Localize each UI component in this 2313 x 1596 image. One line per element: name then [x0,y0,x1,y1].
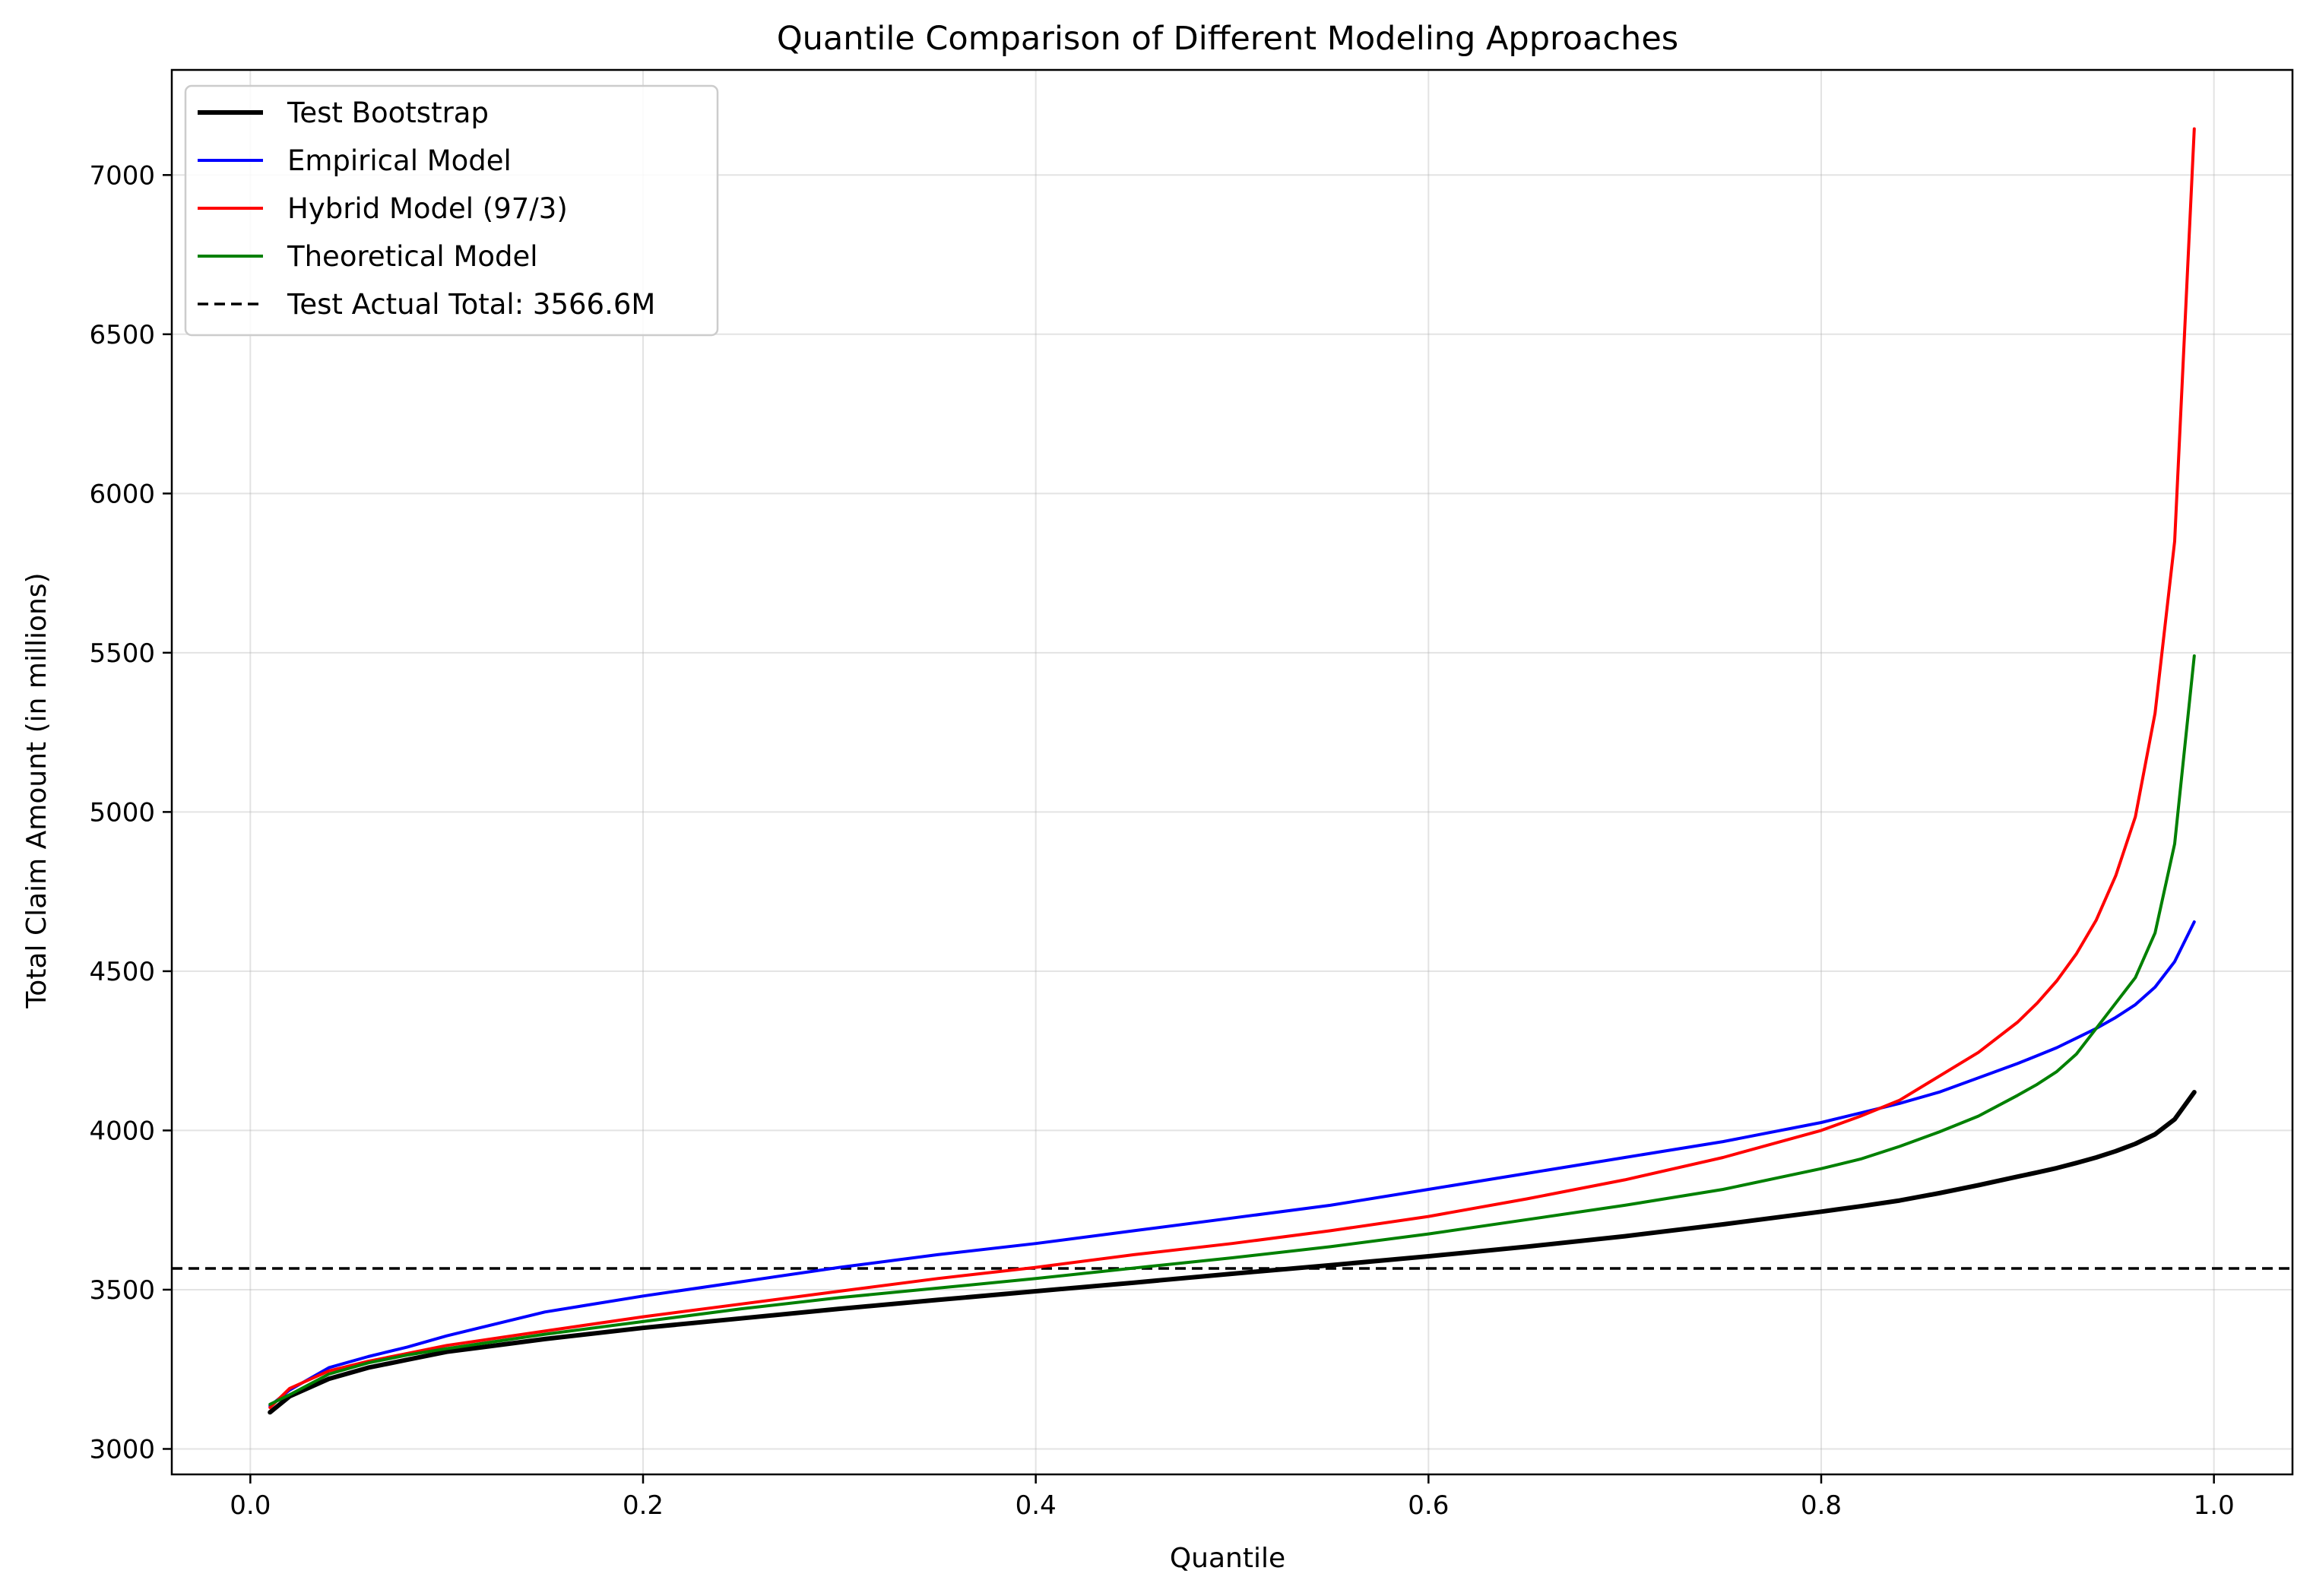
series-line-theoretical-model [268,654,2196,1406]
legend-label-empirical-model: Empirical Model [287,144,512,177]
x-axis-label: Quantile [1170,1543,1285,1574]
x-tick-label: 0.2 [623,1490,664,1521]
y-tick-label: 4500 [89,957,155,987]
legend-label-hybrid-model: Hybrid Model (97/3) [287,192,568,225]
y-tick-label: 7000 [89,160,155,191]
x-tick-label: 0.8 [1801,1490,1842,1521]
x-axis-ticks: 0.0 0.2 0.4 0.6 0.8 1.0 [230,1474,2235,1521]
y-tick-label: 5500 [89,638,155,669]
legend-label-test-bootstrap: Test Bootstrap [287,97,489,129]
legend-label-test-actual-total: Test Actual Total: 3566.6M [287,288,655,321]
y-tick-label: 6500 [89,320,155,350]
y-tick-label: 3000 [89,1434,155,1465]
y-axis-ticks: 3000 3500 4000 4500 5000 5500 6000 6500 7000 [89,160,172,1465]
y-tick-label: 3500 [89,1275,155,1306]
y-axis-label: Total Claim Amount (in millions) [21,572,52,1009]
legend-box [184,84,719,337]
x-tick-label: 0.4 [1016,1490,1057,1521]
x-tick-label: 0.6 [1408,1490,1449,1521]
series-layer [268,127,2197,1415]
y-tick-label: 5000 [89,797,155,828]
y-tick-label: 4000 [89,1116,155,1146]
grid [172,70,2292,1474]
series-line-hybrid-model-97-3 [268,127,2196,1409]
x-tick-label: 1.0 [2194,1490,2235,1521]
x-tick-label: 0.0 [230,1490,271,1521]
series-line-empirical-model [268,920,2196,1408]
y-tick-label: 6000 [89,479,155,509]
plot-area-frame [170,68,2294,1476]
legend: Test Bootstrap Empirical Model Hybrid Mo… [184,84,719,337]
series-line-test-bootstrap [268,1090,2197,1415]
chart-title: Quantile Comparison of Different Modelin… [777,20,1678,58]
legend-label-theoretical-model: Theoretical Model [287,240,538,273]
